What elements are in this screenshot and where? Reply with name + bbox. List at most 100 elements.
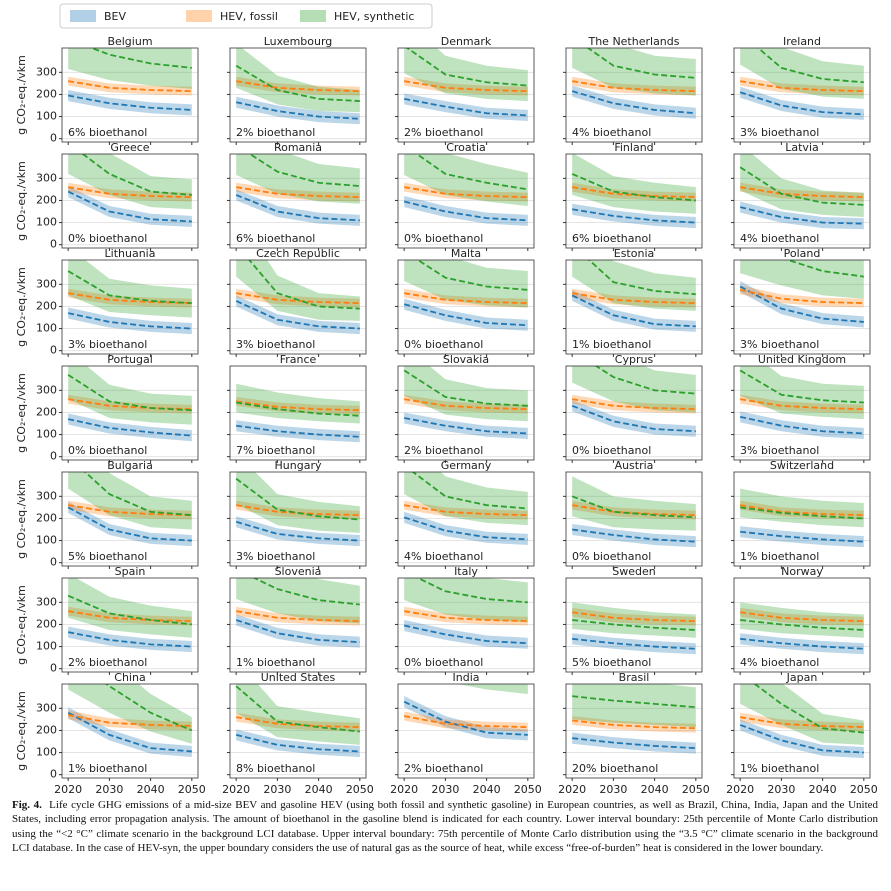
annotation: 1% bioethanol [572, 338, 651, 351]
interval-band [68, 186, 192, 227]
panel-frame [229, 259, 367, 355]
median-line [236, 400, 360, 412]
panel: Hungary 3% bioethanol [227, 459, 367, 569]
panel-title: Slovenia [275, 565, 322, 578]
median-line [248, 260, 360, 310]
plot [67, 684, 193, 757]
median-line [594, 366, 696, 395]
median-line [235, 685, 360, 733]
median-line [67, 270, 192, 305]
y-tick-label: 200 [36, 193, 57, 206]
x-tick-label: 2020 [390, 783, 418, 795]
plot [572, 602, 696, 655]
x-tick-label: 2030 [599, 783, 627, 795]
panel: Denmark 2% bioethanol [395, 35, 535, 145]
median-line [740, 506, 864, 520]
panel-frame [565, 365, 703, 461]
median-line [571, 404, 696, 433]
annotation: 8% bioethanol [236, 762, 315, 775]
annotation: 3% bioethanol [740, 338, 819, 351]
panel-frame [229, 577, 367, 673]
annotation: 6% bioethanol [68, 126, 147, 139]
panel-title: Poland [784, 247, 821, 260]
x-tick-label: 2050 [682, 783, 710, 795]
panel-title: China [114, 671, 145, 684]
panel-frame [565, 471, 703, 567]
annotation: 3% bioethanol [740, 444, 819, 457]
median-line [740, 716, 864, 729]
y-tick-label: 300 [36, 65, 57, 78]
median-line [236, 292, 360, 305]
y-tick-label: 100 [36, 216, 57, 229]
median-line [404, 398, 528, 411]
median-line [235, 300, 360, 330]
panel: 0 100 200 300 g CO₂-eq./vkm Bulgaria 5% bioeth… [15, 459, 199, 569]
median-line [67, 374, 192, 412]
median-line [403, 624, 528, 645]
y-tick-label: 300 [36, 171, 57, 184]
median-line [67, 594, 192, 626]
y-tick-label: 100 [36, 322, 57, 335]
median-line [572, 80, 696, 93]
y-tick-label: 100 [36, 746, 57, 759]
panel-title: Japan [786, 671, 818, 684]
annotation: 4% bioethanol [740, 232, 819, 245]
median-line [236, 80, 360, 93]
panel-frame [61, 365, 199, 461]
median-line [403, 516, 528, 541]
annotation: 5% bioethanol [68, 550, 147, 563]
panel-title: Greece [110, 141, 149, 154]
panel-frame [733, 471, 871, 567]
median-line [248, 154, 360, 187]
median-line [411, 472, 528, 510]
interval-band [68, 707, 192, 757]
median-line [68, 714, 192, 727]
annotation: 0% bioethanol [404, 656, 483, 669]
y-tick-label: 200 [36, 299, 57, 312]
annotation: 0% bioethanol [572, 550, 651, 563]
median-line [235, 619, 360, 644]
median-line [739, 369, 864, 404]
annotation: 3% bioethanol [236, 550, 315, 563]
y-tick-label: 200 [36, 617, 57, 630]
interval-band [404, 696, 528, 741]
interval-band [68, 366, 192, 425]
annotation: 4% bioethanol [404, 550, 483, 563]
panel: Latvia 4% bioethanol [731, 141, 871, 251]
annotation: 2% bioethanol [404, 762, 483, 775]
y-axis-label: g CO₂-eq./vkm [15, 691, 28, 771]
median-line [68, 186, 192, 199]
interval-band [572, 48, 696, 96]
median-line [235, 64, 360, 102]
interval-band [572, 732, 696, 754]
annotation: 2% bioethanol [68, 656, 147, 669]
panel: Norway 4% bioethanol [731, 565, 871, 675]
panel-title: Slovakia [443, 353, 489, 366]
annotation: 1% bioethanol [68, 762, 147, 775]
y-axis-label: g CO₂-eq./vkm [15, 479, 28, 559]
panel: Germany 4% bioethanol [395, 459, 535, 569]
panel: Croatia 0% bioethanol [395, 141, 535, 251]
x-tick-label: 2020 [54, 783, 82, 795]
panel-frame [229, 153, 367, 249]
median-line [68, 94, 192, 111]
interval-band [68, 684, 192, 744]
median-line [404, 80, 528, 93]
median-line [572, 208, 696, 224]
median-line [404, 97, 528, 117]
panel-title: Lithuania [105, 247, 156, 260]
panel: Cyprus 0% bioethanol [563, 353, 703, 463]
plot [235, 260, 360, 335]
median-line [67, 418, 192, 437]
panel-title: Spain [115, 565, 146, 578]
panel-frame [397, 153, 535, 249]
annotation: 1% bioethanol [740, 762, 819, 775]
median-line [67, 312, 192, 330]
panel: Estonia 1% bioethanol [563, 247, 703, 357]
plot [236, 383, 360, 443]
median-line [81, 154, 192, 196]
panel-frame [733, 577, 871, 673]
median-line [586, 48, 696, 79]
median-line [236, 716, 360, 729]
median-line [739, 91, 864, 116]
